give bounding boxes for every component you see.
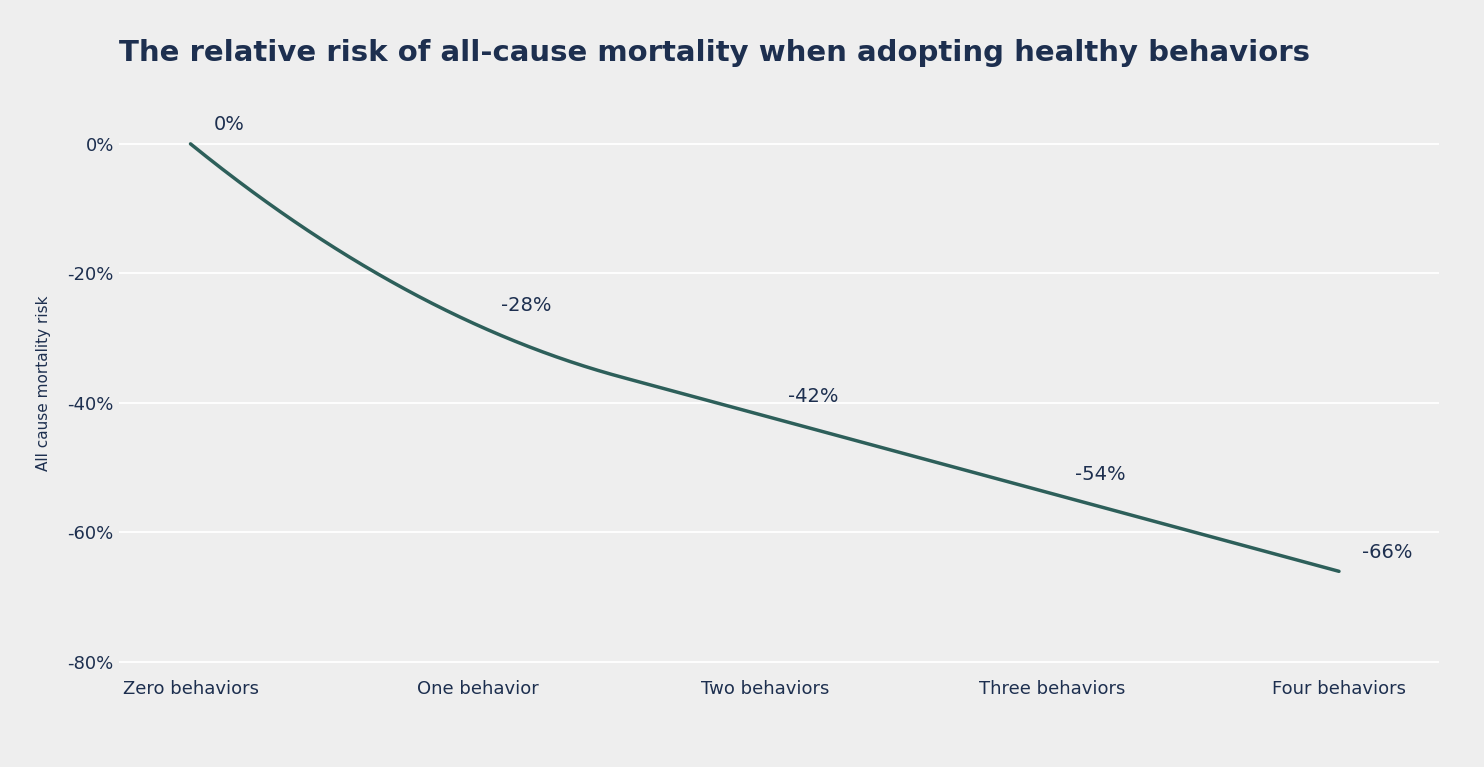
Text: The relative risk of all-cause mortality when adopting healthy behaviors: The relative risk of all-cause mortality… [119, 39, 1310, 67]
Text: -66%: -66% [1362, 542, 1413, 561]
Text: -42%: -42% [788, 387, 838, 407]
Text: -28%: -28% [500, 297, 551, 315]
Text: -54%: -54% [1074, 465, 1125, 484]
Y-axis label: All cause mortality risk: All cause mortality risk [36, 296, 50, 471]
Text: 0%: 0% [214, 115, 245, 134]
